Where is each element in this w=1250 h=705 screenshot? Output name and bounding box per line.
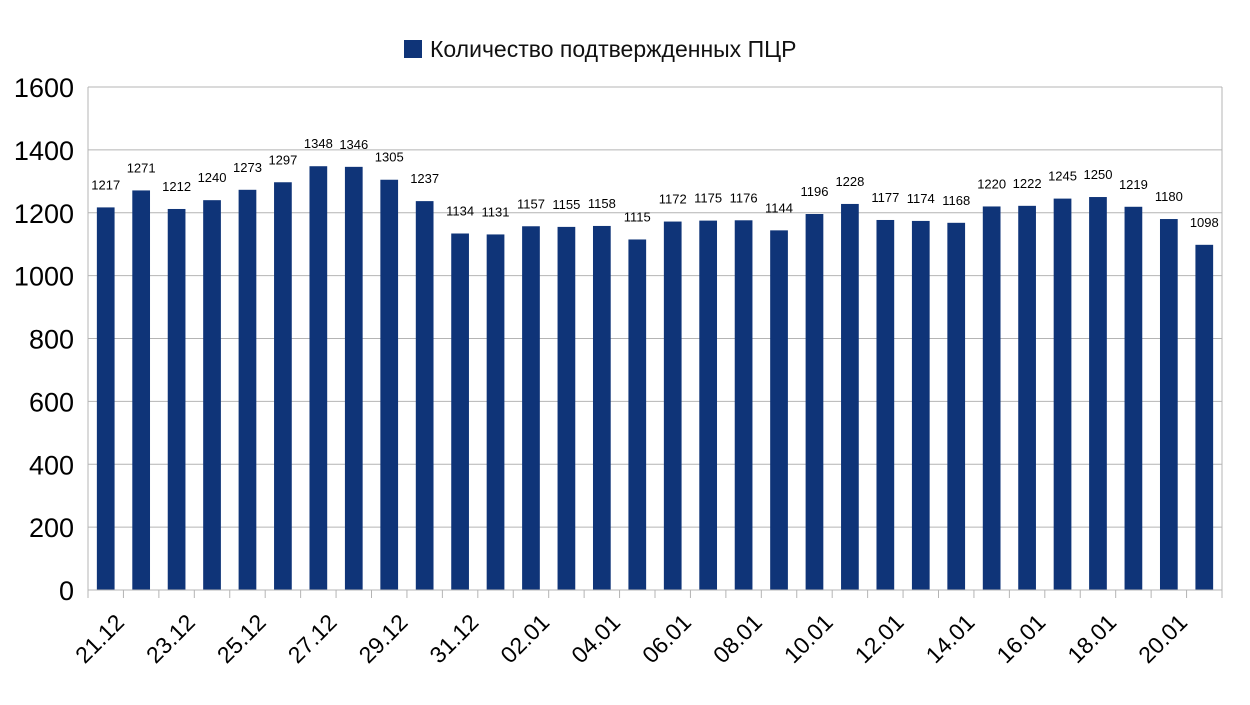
x-tick-label: 14.01 — [921, 609, 980, 668]
data-label: 1220 — [977, 176, 1006, 191]
bar — [805, 214, 824, 590]
x-tick-label: 16.01 — [991, 609, 1050, 668]
bar — [1195, 244, 1214, 590]
data-label: 1348 — [304, 136, 333, 151]
bar — [982, 206, 1001, 590]
data-label: 1245 — [1048, 169, 1077, 184]
data-label: 1271 — [127, 160, 156, 175]
x-tick-label: 27.12 — [283, 609, 342, 668]
bar — [309, 166, 328, 590]
bar — [451, 233, 469, 590]
bar — [486, 234, 505, 590]
bar — [132, 190, 151, 590]
data-label: 1219 — [1119, 177, 1148, 192]
data-label: 1155 — [552, 197, 580, 212]
legend-swatch — [404, 40, 422, 58]
bar — [415, 201, 434, 591]
bar — [344, 166, 363, 590]
x-tick-label: 20.01 — [1133, 609, 1192, 668]
bar — [96, 207, 115, 590]
x-tick-label: 06.01 — [637, 609, 696, 668]
data-label: 1273 — [233, 160, 262, 175]
data-label: 1228 — [835, 174, 864, 189]
x-tick-label: 31.12 — [424, 609, 483, 668]
bar — [238, 189, 257, 590]
x-tick-label: 25.12 — [212, 609, 271, 668]
bar — [1159, 219, 1178, 590]
data-label: 1172 — [659, 192, 687, 207]
bar — [876, 219, 895, 590]
data-label: 1115 — [624, 209, 651, 224]
y-tick-label: 1600 — [14, 73, 74, 103]
data-label: 1176 — [730, 190, 758, 205]
data-label: 1131 — [482, 204, 510, 219]
x-tick-label: 02.01 — [495, 609, 554, 668]
bar — [911, 220, 930, 590]
bar — [167, 208, 186, 591]
data-label: 1212 — [162, 179, 191, 194]
bar — [770, 230, 788, 591]
bar — [628, 239, 647, 591]
y-tick-label: 600 — [29, 387, 74, 417]
bar — [1018, 205, 1036, 591]
x-tick-label: 04.01 — [566, 609, 625, 668]
data-label: 1174 — [907, 191, 935, 206]
data-label: 1196 — [800, 184, 828, 199]
x-tick-label: 23.12 — [141, 609, 200, 668]
x-tick-label: 08.01 — [708, 609, 767, 668]
bar — [947, 222, 966, 590]
y-tick-label: 1400 — [14, 136, 74, 166]
bar — [592, 225, 611, 591]
data-label: 1144 — [765, 200, 793, 215]
x-tick-label: 21.12 — [70, 609, 129, 668]
bar — [274, 182, 292, 591]
bar — [203, 200, 221, 591]
bar — [1124, 206, 1143, 591]
y-tick-label: 1000 — [14, 262, 74, 292]
legend: Количество подтвержденных ПЦР — [404, 33, 796, 65]
data-label: 1237 — [410, 171, 439, 186]
bar — [699, 220, 718, 590]
data-label: 1134 — [446, 203, 474, 218]
data-label: 1180 — [1155, 189, 1183, 204]
y-tick-label: 400 — [29, 450, 74, 480]
data-label: 1177 — [871, 190, 899, 205]
y-tick-label: 200 — [29, 513, 74, 543]
data-label: 1240 — [198, 170, 227, 185]
x-tick-label: 12.01 — [850, 609, 909, 668]
bar — [522, 226, 540, 590]
bar — [380, 179, 399, 590]
x-tick-label: 18.01 — [1062, 609, 1121, 668]
data-label: 1168 — [942, 193, 970, 208]
bar — [1089, 197, 1107, 590]
bar — [663, 221, 682, 591]
bar — [1053, 198, 1072, 590]
data-label: 1157 — [517, 196, 545, 211]
x-tick-label: 29.12 — [354, 609, 413, 668]
data-label: 1175 — [694, 191, 722, 206]
bar — [841, 203, 859, 590]
y-tick-label: 800 — [29, 325, 74, 355]
bar — [734, 220, 753, 591]
data-label: 1305 — [375, 150, 404, 165]
data-label: 1297 — [268, 152, 297, 167]
y-tick-label: 1200 — [14, 199, 74, 229]
data-label: 1158 — [588, 196, 616, 211]
legend-label: Количество подтвержденных ПЦР — [430, 35, 797, 62]
data-label: 1250 — [1084, 167, 1113, 182]
bar — [557, 226, 576, 590]
y-tick-label: 0 — [59, 576, 74, 606]
data-label: 1098 — [1190, 215, 1219, 230]
data-label: 1222 — [1013, 176, 1042, 191]
data-label: 1346 — [339, 137, 368, 152]
x-tick-label: 10.01 — [779, 609, 838, 668]
data-label: 1217 — [91, 177, 120, 192]
